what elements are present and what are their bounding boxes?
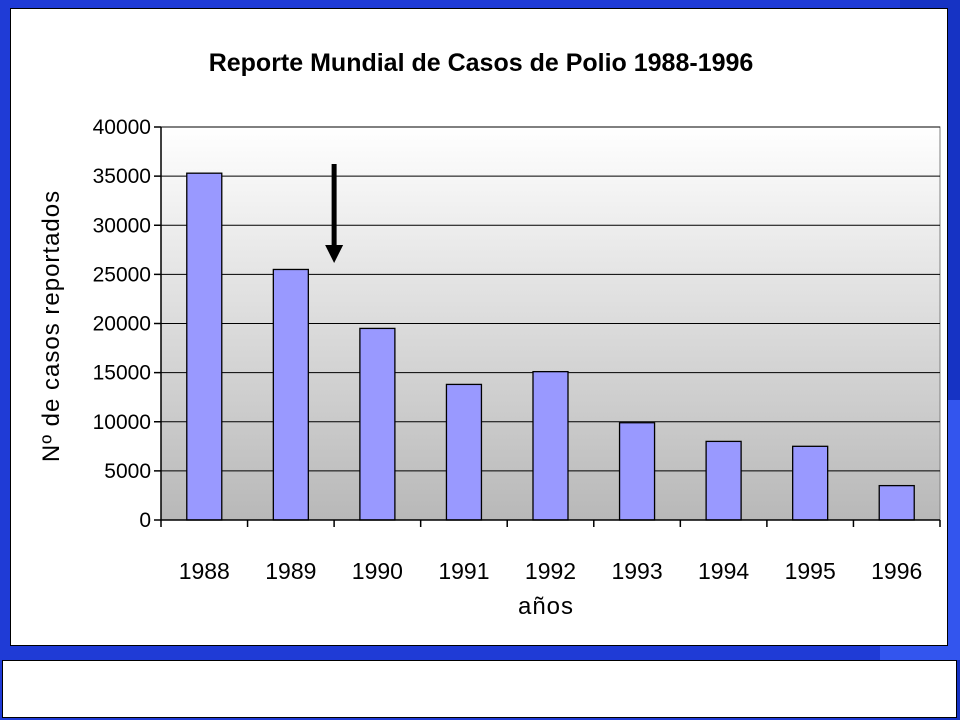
y-tick-label: 5000 <box>104 460 151 483</box>
y-tick-label: 30000 <box>93 214 151 237</box>
y-tick-label: 10000 <box>93 411 151 434</box>
y-tick-label: 25000 <box>93 263 151 286</box>
bar-1990 <box>359 327 396 521</box>
x-axis-label: años <box>518 593 574 620</box>
x-tick-label: 1992 <box>525 558 576 584</box>
y-tick-label: 0 <box>139 509 151 532</box>
y-axis-label: Nº de casos reportados <box>38 190 65 462</box>
x-tick-label: 1990 <box>352 558 403 584</box>
y-tick-label: 35000 <box>93 165 151 188</box>
x-tick-label: 1996 <box>871 558 922 584</box>
bar-1991 <box>445 383 483 521</box>
bar-1994 <box>705 440 742 521</box>
bar-1988 <box>186 172 223 521</box>
x-tick-label: 1995 <box>785 558 836 584</box>
bar-chart: Reporte Mundial de Casos de Polio 1988-1… <box>38 49 941 620</box>
x-tick-label: 1989 <box>265 558 316 584</box>
bar-1992 <box>532 370 569 521</box>
y-tick-label: 40000 <box>93 116 151 139</box>
bar-1989 <box>272 268 309 521</box>
x-tick-label: 1994 <box>698 558 749 584</box>
y-tick-label: 20000 <box>93 313 151 336</box>
x-tick-label: 1988 <box>179 558 230 584</box>
chart-title: Reporte Mundial de Casos de Polio 1988-1… <box>209 49 754 77</box>
x-tick-label: 1993 <box>611 558 662 584</box>
bar-1993 <box>618 422 656 521</box>
arrow-down-icon <box>325 164 344 263</box>
footer-panel <box>2 660 957 718</box>
chart-panel: Reporte Mundial de Casos de Polio 1988-1… <box>10 8 948 646</box>
y-tick-label: 15000 <box>93 362 151 385</box>
bar-1995 <box>792 445 829 521</box>
x-tick-label: 1991 <box>438 558 489 584</box>
bar-1996 <box>878 484 915 521</box>
